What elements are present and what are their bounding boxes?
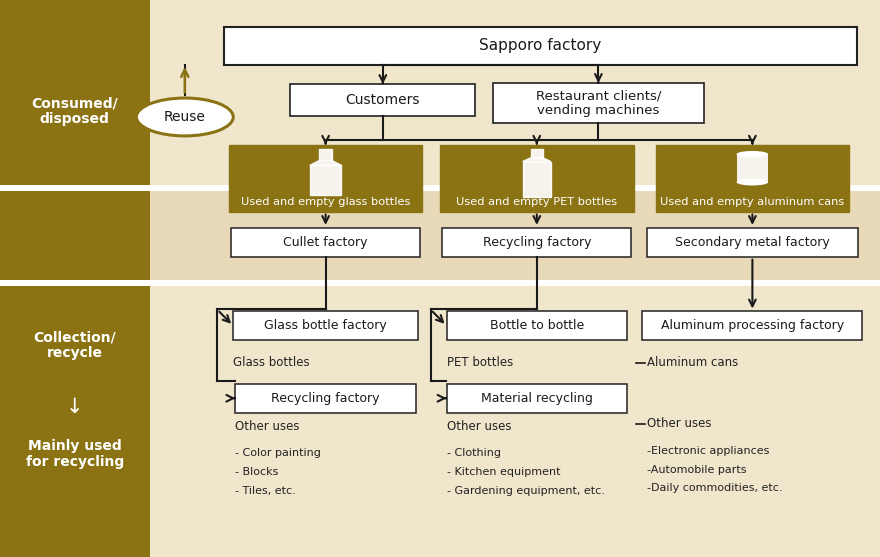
Text: -Electronic appliances: -Electronic appliances: [647, 446, 769, 456]
Text: Sapporo factory: Sapporo factory: [480, 38, 601, 53]
FancyBboxPatch shape: [642, 311, 862, 340]
FancyBboxPatch shape: [446, 384, 627, 413]
Text: - Kitchen equipment: - Kitchen equipment: [446, 467, 560, 477]
FancyBboxPatch shape: [229, 145, 422, 212]
Text: - Gardening equipment, etc.: - Gardening equipment, etc.: [446, 486, 605, 496]
FancyBboxPatch shape: [440, 145, 634, 212]
Text: - Tiles, etc.: - Tiles, etc.: [236, 486, 297, 496]
FancyBboxPatch shape: [0, 280, 880, 286]
Text: Mainly used
for recycling: Mainly used for recycling: [26, 439, 124, 469]
FancyBboxPatch shape: [0, 185, 150, 191]
FancyBboxPatch shape: [233, 311, 418, 340]
Text: Other uses: Other uses: [647, 417, 711, 431]
Text: Secondary metal factory: Secondary metal factory: [675, 236, 830, 249]
FancyBboxPatch shape: [0, 280, 150, 286]
FancyBboxPatch shape: [442, 228, 631, 257]
FancyBboxPatch shape: [224, 27, 857, 65]
FancyBboxPatch shape: [737, 154, 768, 182]
Text: Glass bottles: Glass bottles: [233, 356, 310, 369]
FancyBboxPatch shape: [236, 384, 416, 413]
Text: Glass bottle factory: Glass bottle factory: [264, 319, 387, 333]
Text: Cullet factory: Cullet factory: [283, 236, 368, 249]
Text: Consumed/
disposed: Consumed/ disposed: [32, 96, 118, 126]
Text: -Daily commodities, etc.: -Daily commodities, etc.: [647, 483, 782, 494]
Text: Used and empty PET bottles: Used and empty PET bottles: [456, 197, 618, 207]
Text: Restaurant clients/
vending machines: Restaurant clients/ vending machines: [536, 89, 661, 117]
Ellipse shape: [136, 98, 233, 136]
Text: Aluminum cans: Aluminum cans: [647, 356, 738, 369]
Ellipse shape: [737, 179, 768, 185]
Text: Recycling factory: Recycling factory: [482, 236, 591, 249]
FancyBboxPatch shape: [446, 311, 627, 340]
Text: Aluminum processing factory: Aluminum processing factory: [661, 319, 844, 333]
Text: Collection/
recycle: Collection/ recycle: [33, 330, 116, 360]
Text: - Color painting: - Color painting: [236, 448, 321, 458]
Text: Other uses: Other uses: [236, 420, 300, 433]
Text: Customers: Customers: [346, 93, 420, 108]
Text: Material recycling: Material recycling: [480, 392, 593, 405]
FancyBboxPatch shape: [0, 185, 880, 191]
Polygon shape: [310, 160, 341, 165]
Polygon shape: [310, 165, 341, 195]
Text: Used and empty aluminum cans: Used and empty aluminum cans: [660, 197, 845, 207]
Text: ↓: ↓: [66, 397, 84, 417]
FancyBboxPatch shape: [0, 0, 150, 557]
FancyBboxPatch shape: [231, 228, 421, 257]
FancyBboxPatch shape: [656, 145, 849, 212]
Text: PET bottles: PET bottles: [446, 356, 513, 369]
FancyBboxPatch shape: [150, 281, 880, 557]
Text: - Blocks: - Blocks: [236, 467, 279, 477]
Text: Used and empty glass bottles: Used and empty glass bottles: [241, 197, 410, 207]
Ellipse shape: [737, 151, 768, 158]
Text: Reuse: Reuse: [164, 110, 206, 124]
Text: Recycling factory: Recycling factory: [271, 392, 380, 405]
Polygon shape: [523, 162, 551, 197]
Text: Bottle to bottle: Bottle to bottle: [489, 319, 584, 333]
FancyBboxPatch shape: [493, 83, 704, 123]
Polygon shape: [319, 149, 332, 160]
FancyBboxPatch shape: [290, 84, 475, 116]
FancyBboxPatch shape: [150, 187, 880, 281]
Polygon shape: [523, 158, 551, 162]
Polygon shape: [531, 149, 543, 158]
FancyBboxPatch shape: [0, 0, 880, 187]
Text: - Clothing: - Clothing: [446, 448, 501, 458]
FancyBboxPatch shape: [647, 228, 858, 257]
Text: Other uses: Other uses: [446, 420, 511, 433]
Text: -Automobile parts: -Automobile parts: [647, 465, 746, 475]
